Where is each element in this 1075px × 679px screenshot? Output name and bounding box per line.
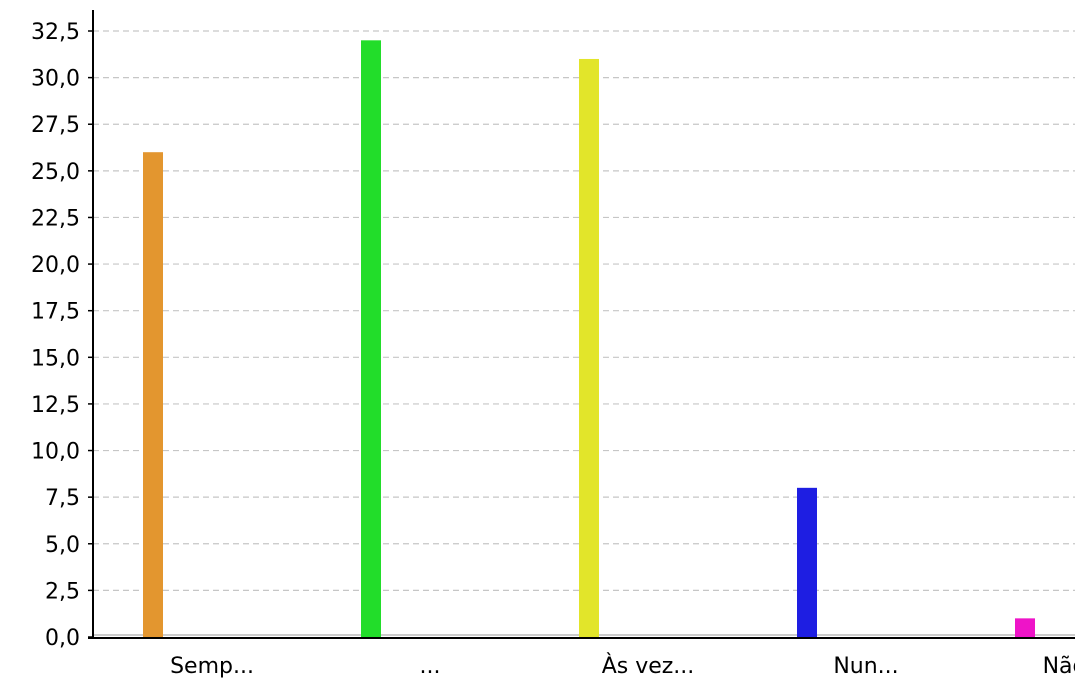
y-tick-label: 12,5 xyxy=(31,393,80,418)
x-axis-labels: Semp...... Às vez... Nun... Não s... xyxy=(170,653,1075,679)
x-category-label: Não s... xyxy=(1043,654,1075,679)
bars xyxy=(143,40,1035,638)
y-tick-label: 32,5 xyxy=(31,20,80,45)
y-tick-label: 2,5 xyxy=(45,579,80,604)
bar xyxy=(143,152,163,637)
y-tick-label: 30,0 xyxy=(31,67,80,92)
x-category-label: Às vez... xyxy=(602,653,695,679)
bar xyxy=(797,487,817,637)
y-tick-label: 20,0 xyxy=(31,253,80,278)
x-category-label: Semp... xyxy=(170,654,254,679)
y-tick-label: 7,5 xyxy=(45,486,80,511)
y-tick-label: 25,0 xyxy=(31,160,80,185)
bar xyxy=(361,40,381,638)
bar xyxy=(579,58,599,637)
y-tick-label: 0,0 xyxy=(45,626,80,651)
y-tick-label: 5,0 xyxy=(45,533,80,558)
y-tick-label: 17,5 xyxy=(31,300,80,325)
y-tick-label: 15,0 xyxy=(31,346,80,371)
y-axis-ticks: 0,0 2,5 5,0 7,5 10,0 12,5 15,0 17,5 20,0 22,5 25,0… xyxy=(31,20,93,651)
bar xyxy=(1015,618,1035,637)
x-category-label: ... xyxy=(420,654,441,679)
x-category-label: Nun... xyxy=(833,654,898,679)
y-tick-label: 27,5 xyxy=(31,113,80,138)
y-tick-label: 22,5 xyxy=(31,206,80,231)
y-tick-label: 10,0 xyxy=(31,440,80,465)
